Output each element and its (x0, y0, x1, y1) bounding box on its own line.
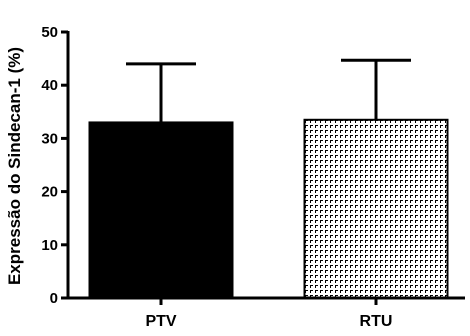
category-labels-layer: PTV RTU (145, 298, 392, 330)
y-tick-label-50: 50 (41, 24, 58, 41)
category-label-rtu: RTU (360, 313, 393, 330)
bar-rtu (303, 118, 449, 299)
y-tick-label-0: 0 (50, 290, 58, 307)
axes-layer (66, 31, 465, 300)
y-tick-label-20: 20 (41, 184, 58, 201)
bar-ptv (88, 121, 234, 299)
y-tick-label-40: 40 (41, 77, 58, 94)
category-label-ptv: PTV (145, 313, 176, 330)
bars-layer (88, 118, 449, 299)
y-tick-label-10: 10 (41, 237, 58, 254)
y-ticks-layer: 0 10 20 30 40 50 (41, 24, 68, 307)
y-tick-label-30: 30 (41, 130, 58, 147)
y-axis-label: Expressão do Sindecan-1 (%) (5, 47, 24, 285)
error-bars-layer (126, 58, 411, 123)
